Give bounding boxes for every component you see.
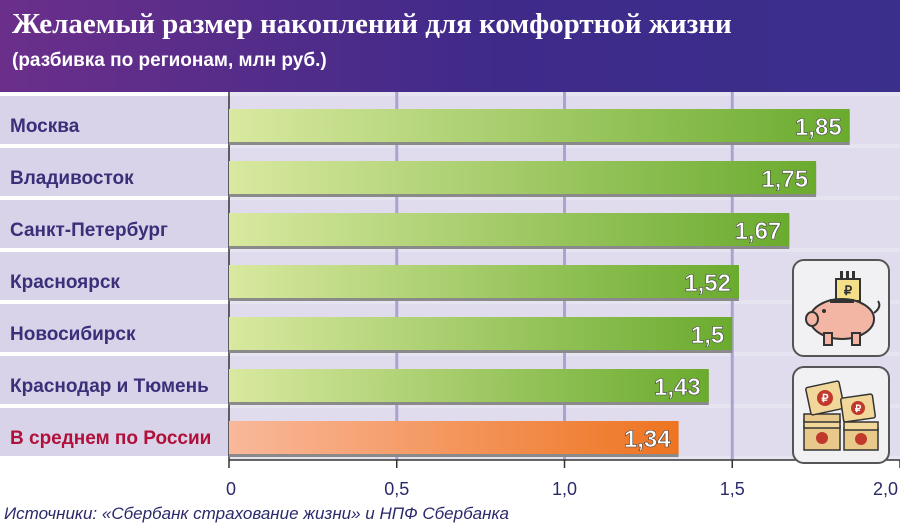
category-label: Владивосток	[10, 168, 134, 189]
bar	[229, 265, 739, 298]
bar	[229, 161, 817, 194]
x-tick-label: 1,5	[720, 479, 745, 499]
money-stacks-card: ₽ ₽	[792, 366, 890, 464]
piggy-bank-card: ₽	[792, 259, 890, 357]
category-label: Красноярск	[10, 272, 120, 293]
x-tick-label: 0	[226, 479, 236, 499]
money-stacks-icon: ₽ ₽	[803, 380, 879, 451]
category-label: Краснодар и Тюмень	[10, 376, 209, 397]
value-label: 1,5	[691, 322, 724, 349]
bar	[229, 369, 709, 402]
svg-text:₽: ₽	[822, 393, 829, 405]
category-label: Новосибирск	[10, 324, 136, 345]
category-label: Москва	[10, 116, 80, 137]
piggy-bank-icon: ₽	[805, 271, 881, 346]
value-label: 1,43	[654, 374, 701, 401]
value-label: 1,67	[735, 218, 782, 245]
value-label: 1,34	[624, 426, 671, 453]
x-tick-label: 0,5	[384, 479, 409, 499]
value-label: 1,52	[684, 270, 731, 297]
svg-text:₽: ₽	[844, 283, 853, 298]
bar	[229, 109, 850, 142]
bar	[229, 317, 733, 350]
category-label: В среднем по России	[10, 428, 211, 449]
chart-header: Желаемый размер накоплений для комфортно…	[0, 0, 900, 92]
value-label: 1,75	[761, 166, 808, 193]
chart-subtitle: (разбивка по регионам, млн руб.)	[12, 50, 327, 71]
source-note: Источники: «Сбербанк страхование жизни» …	[4, 504, 509, 523]
category-label: Санкт-Петербург	[10, 220, 168, 241]
bar	[229, 421, 679, 454]
x-tick-label: 1,0	[552, 479, 577, 499]
chart-title: Желаемый размер накоплений для комфортно…	[12, 8, 732, 40]
x-tick-label: 2,0	[873, 479, 898, 499]
value-label: 1,85	[795, 114, 842, 141]
bar-chart: 0 0,5 1,0 1,5 2,0 1,85 Москва 1,75 Владивосток 1…	[0, 92, 900, 499]
bar	[229, 213, 790, 246]
svg-text:₽: ₽	[855, 404, 862, 415]
